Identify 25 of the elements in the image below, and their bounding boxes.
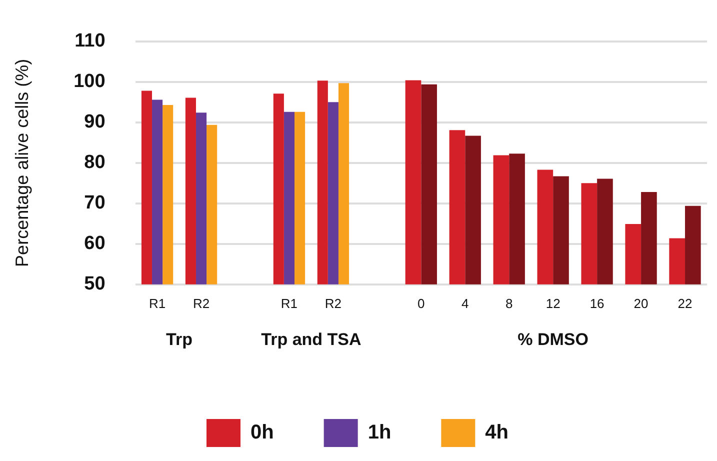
x-tick-label: R1	[148, 296, 166, 311]
y-tick-label: 90	[84, 112, 106, 133]
y-axis-title: Percentage alive cells (%)	[12, 58, 32, 267]
x-tick-label: 22	[678, 296, 692, 311]
text: Trp	[166, 330, 193, 350]
legend-label: 1h	[368, 422, 392, 444]
x-tick-label: 8	[505, 296, 513, 311]
x-tick-label: R1	[280, 296, 298, 311]
x-tick-label: 20	[634, 296, 648, 311]
x-tick-label: R2	[192, 296, 210, 311]
x-tick-label: 12	[546, 296, 560, 311]
x-tick-label: 16	[590, 296, 604, 311]
x-tick-label: R2	[324, 296, 342, 311]
legend-label: 0h	[250, 422, 274, 444]
x-tick-label: 4	[462, 296, 469, 311]
legend-label: 4h	[485, 422, 509, 444]
y-tick-label: 110	[74, 30, 106, 52]
y-tick-label: 100	[74, 71, 106, 92]
text: % DMSO	[518, 330, 589, 350]
x-tick-label: 0	[418, 296, 425, 311]
y-tick-label: 80	[84, 152, 106, 174]
text: Trp and TSA	[261, 330, 362, 350]
y-tick-label: 70	[84, 192, 106, 214]
y-tick-label: 60	[84, 233, 106, 254]
y-tick-label: 50	[84, 274, 106, 295]
